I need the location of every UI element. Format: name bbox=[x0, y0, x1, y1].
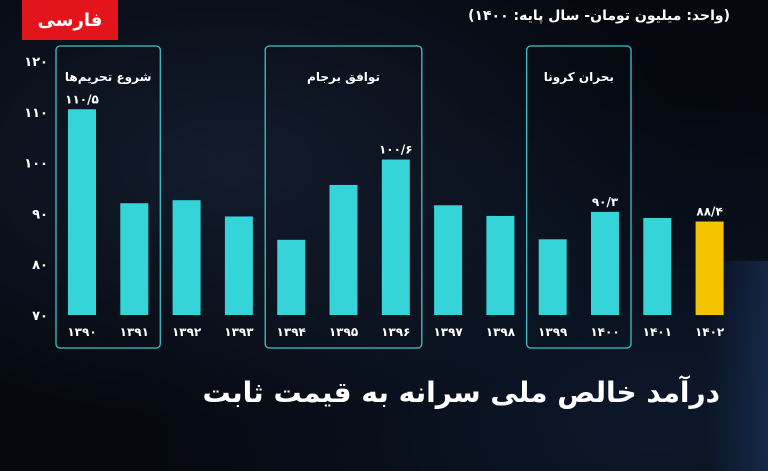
y-tick-label: ۱۲۰ bbox=[24, 55, 48, 70]
data-label: ۱۰۰/۶ bbox=[379, 143, 413, 157]
bar bbox=[434, 205, 463, 315]
x-tick-label: ۱۳۹۳ bbox=[224, 325, 254, 339]
annotation-box bbox=[55, 45, 161, 349]
bar bbox=[643, 217, 672, 315]
bar-chart: ۷۰ ۸۰ ۹۰ ۱۰۰ ۱۱۰ ۱۲۰ شروع تحریم‌ها توافق برجام… bbox=[24, 45, 725, 349]
x-tick-label: ۱۴۰۲ bbox=[695, 325, 725, 339]
channel-logo: فارسی bbox=[22, 0, 118, 40]
y-axis: ۷۰ ۸۰ ۹۰ ۱۰۰ ۱۱۰ ۱۲۰ bbox=[24, 55, 57, 324]
x-tick-label: ۱۳۹۰ bbox=[67, 325, 96, 339]
bar bbox=[538, 239, 567, 315]
x-tick-label: ۱۳۹۴ bbox=[277, 325, 306, 339]
bar bbox=[277, 239, 306, 315]
bar bbox=[329, 184, 358, 315]
data-labels: ۱۱۰/۵ ۱۰۰/۶ ۹۰/۳ ۸۸/۴ bbox=[65, 92, 723, 218]
data-label: ۱۱۰/۵ bbox=[65, 92, 99, 106]
bar bbox=[120, 203, 149, 315]
bar bbox=[486, 215, 515, 315]
y-tick-label: ۷۰ bbox=[32, 309, 48, 324]
y-tick-label: ۱۱۰ bbox=[24, 106, 48, 121]
x-tick-label: ۱۳۹۷ bbox=[433, 325, 463, 339]
annotation-label: توافق برجام bbox=[307, 70, 380, 85]
y-tick-label: ۱۰۰ bbox=[24, 157, 48, 172]
x-tick-label: ۱۳۹۶ bbox=[381, 325, 410, 339]
data-label: ۹۰/۳ bbox=[592, 195, 619, 209]
x-axis-labels: ۱۳۹۰ ۱۳۹۱ ۱۳۹۲ ۱۳۹۳ ۱۳۹۴ ۱۳۹۵ ۱۳۹۶ ۱۳۹۷ ۱۳۹۸ ۱۳۹۹… bbox=[67, 325, 725, 339]
bar bbox=[172, 200, 201, 315]
bar bbox=[695, 221, 724, 315]
data-label: ۸۸/۴ bbox=[696, 205, 722, 219]
x-tick-label: ۱۴۰۱ bbox=[643, 325, 672, 339]
annotation-label: بحران کرونا bbox=[544, 70, 614, 85]
bar bbox=[68, 109, 96, 315]
bars bbox=[68, 109, 724, 315]
x-tick-label: ۱۴۰۰ bbox=[590, 325, 619, 339]
x-tick-label: ۱۳۹۸ bbox=[486, 325, 516, 339]
bar bbox=[381, 159, 410, 315]
annotation-box bbox=[526, 45, 632, 349]
unit-note: (واحد: میلیون تومان- سال پایه: ۱۴۰۰) bbox=[468, 8, 730, 24]
x-tick-label: ۱۳۹۲ bbox=[172, 325, 202, 339]
x-tick-label: ۱۳۹۹ bbox=[538, 325, 568, 339]
x-tick-label: ۱۳۹۵ bbox=[329, 325, 358, 339]
bar bbox=[224, 216, 253, 315]
y-tick-label: ۹۰ bbox=[32, 207, 48, 222]
channel-logo-text: فارسی bbox=[37, 9, 103, 31]
annotation-boxes: شروع تحریم‌ها توافق برجام بحران کرونا bbox=[55, 45, 632, 349]
annotation-label: شروع تحریم‌ها bbox=[65, 70, 151, 85]
headline: درآمد خالص ملی سرانه به قیمت ثابت bbox=[202, 376, 720, 409]
x-tick-label: ۱۳۹۱ bbox=[120, 325, 149, 339]
annotation-box bbox=[264, 45, 423, 349]
y-tick-label: ۸۰ bbox=[32, 258, 48, 273]
bar bbox=[591, 211, 619, 315]
